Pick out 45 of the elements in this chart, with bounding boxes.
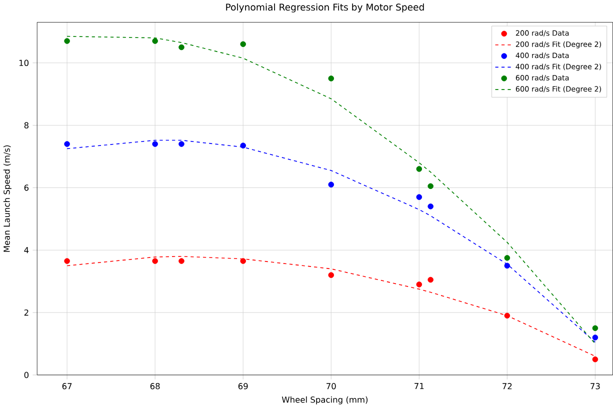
- point: [178, 44, 184, 50]
- line-series: [66, 140, 596, 343]
- point: [240, 142, 246, 149]
- point: [240, 258, 246, 264]
- point: [64, 141, 70, 147]
- point: [64, 258, 70, 264]
- x-tick-label: 69: [238, 383, 248, 390]
- point: [428, 204, 434, 210]
- y-tick-label: 4: [24, 247, 29, 254]
- point: [504, 255, 510, 261]
- x-tick-label: 70: [326, 383, 336, 390]
- x-tick-label: 68: [150, 383, 160, 390]
- y-tick-label: 8: [24, 122, 28, 128]
- point: [64, 38, 70, 44]
- y-axis-title: Mean Launch Speed (m/s): [3, 146, 12, 252]
- chart-title: Polynomial Regression Fits by Motor Speed: [226, 4, 424, 13]
- point: [152, 141, 158, 147]
- point: [328, 182, 334, 188]
- point: [152, 258, 158, 264]
- point: [328, 272, 334, 278]
- point: [240, 41, 246, 48]
- x-tick-label: 73: [590, 383, 600, 390]
- point: [428, 276, 434, 283]
- x-tick-label: 71: [414, 383, 424, 390]
- y-tick-label: 0: [24, 372, 29, 378]
- y-tick-label: 6: [24, 184, 29, 191]
- x-axis-title: Wheel Spacing (mm): [282, 396, 368, 404]
- point: [178, 258, 184, 264]
- point: [416, 166, 422, 172]
- point: [416, 282, 422, 288]
- point: [428, 183, 434, 190]
- x-tick-label: 72: [502, 383, 512, 390]
- point: [592, 334, 598, 340]
- point: [504, 262, 510, 269]
- y-tick-label: 10: [19, 60, 29, 66]
- point: [152, 38, 158, 44]
- x-tick-label: 67: [62, 383, 72, 390]
- line-series: [66, 36, 596, 344]
- point: [592, 356, 598, 362]
- point: [178, 141, 184, 147]
- point: [592, 325, 598, 332]
- point: [504, 312, 510, 319]
- y-tick-label: 2: [24, 310, 28, 316]
- point: [416, 194, 422, 200]
- point: [328, 76, 334, 82]
